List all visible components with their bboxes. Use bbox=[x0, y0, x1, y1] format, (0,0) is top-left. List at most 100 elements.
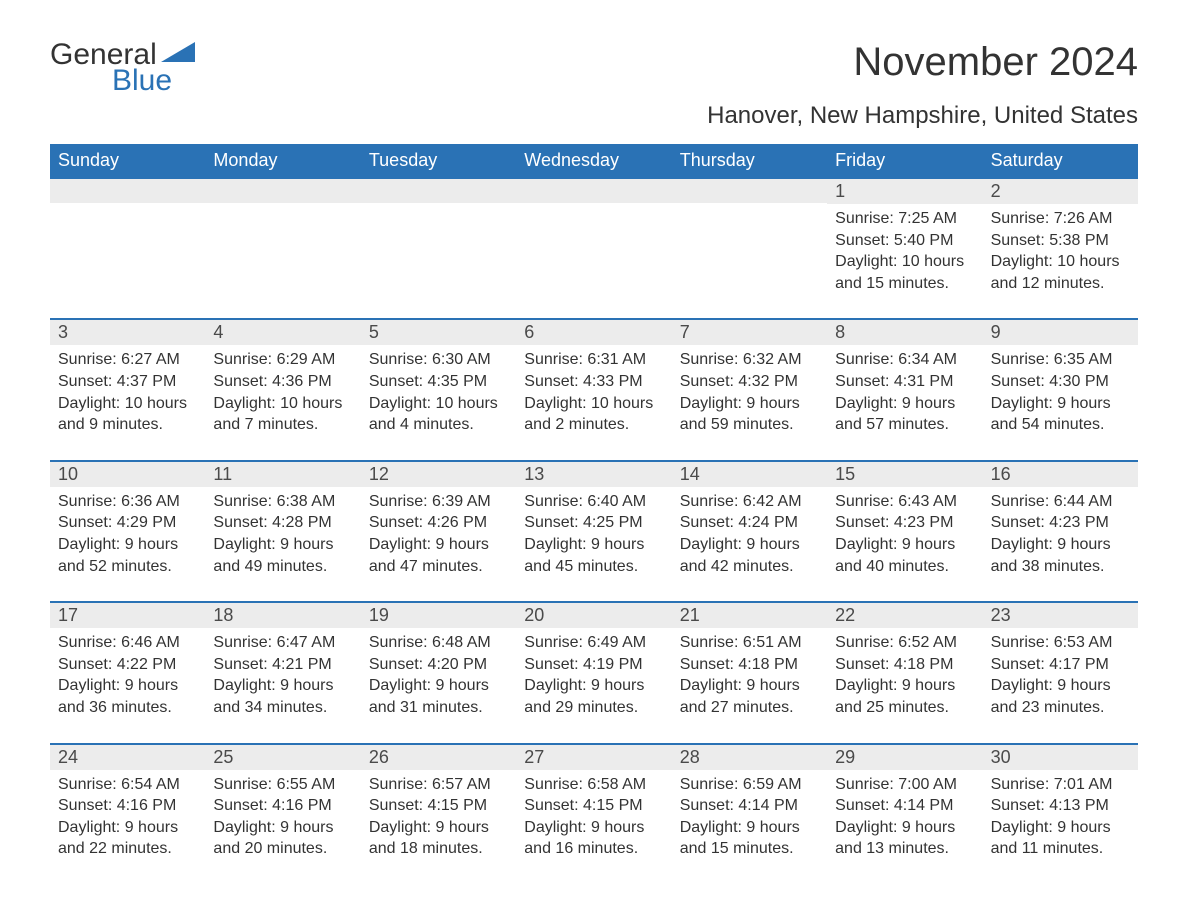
day-cell: 19Sunrise: 6:48 AMSunset: 4:20 PMDayligh… bbox=[361, 603, 516, 724]
sunset-line: Sunset: 4:15 PM bbox=[524, 795, 663, 817]
daylight-line: Daylight: 10 hours and 15 minutes. bbox=[835, 251, 974, 294]
day-number: 30 bbox=[983, 745, 1138, 770]
sunset-line: Sunset: 4:35 PM bbox=[369, 371, 508, 393]
daylight-line: Daylight: 10 hours and 12 minutes. bbox=[991, 251, 1130, 294]
sunset-line: Sunset: 4:37 PM bbox=[58, 371, 197, 393]
sunset-line: Sunset: 5:38 PM bbox=[991, 230, 1130, 252]
day-of-week-header: SundayMondayTuesdayWednesdayThursdayFrid… bbox=[50, 144, 1138, 179]
day-number: 24 bbox=[50, 745, 205, 770]
day-cell: 18Sunrise: 6:47 AMSunset: 4:21 PMDayligh… bbox=[205, 603, 360, 724]
day-number: 26 bbox=[361, 745, 516, 770]
day-cell: 21Sunrise: 6:51 AMSunset: 4:18 PMDayligh… bbox=[672, 603, 827, 724]
sunset-line: Sunset: 4:16 PM bbox=[213, 795, 352, 817]
sunrise-line: Sunrise: 6:49 AM bbox=[524, 632, 663, 654]
daylight-line: Daylight: 9 hours and 45 minutes. bbox=[524, 534, 663, 577]
sunset-line: Sunset: 4:19 PM bbox=[524, 654, 663, 676]
logo-word2: Blue bbox=[112, 66, 195, 96]
day-cell: 4Sunrise: 6:29 AMSunset: 4:36 PMDaylight… bbox=[205, 320, 360, 441]
location-subtitle: Hanover, New Hampshire, United States bbox=[50, 102, 1138, 130]
day-cell: 17Sunrise: 6:46 AMSunset: 4:22 PMDayligh… bbox=[50, 603, 205, 724]
sunrise-line: Sunrise: 6:51 AM bbox=[680, 632, 819, 654]
sunset-line: Sunset: 4:25 PM bbox=[524, 512, 663, 534]
sunset-line: Sunset: 4:33 PM bbox=[524, 371, 663, 393]
logo-flag-icon bbox=[161, 42, 195, 64]
sunrise-line: Sunrise: 6:44 AM bbox=[991, 491, 1130, 513]
sunset-line: Sunset: 4:13 PM bbox=[991, 795, 1130, 817]
daylight-line: Daylight: 9 hours and 38 minutes. bbox=[991, 534, 1130, 577]
day-number: 21 bbox=[672, 603, 827, 628]
sunset-line: Sunset: 4:28 PM bbox=[213, 512, 352, 534]
day-cell bbox=[361, 179, 516, 300]
day-number: 27 bbox=[516, 745, 671, 770]
day-number: 4 bbox=[205, 320, 360, 345]
day-cell: 8Sunrise: 6:34 AMSunset: 4:31 PMDaylight… bbox=[827, 320, 982, 441]
day-cell: 30Sunrise: 7:01 AMSunset: 4:13 PMDayligh… bbox=[983, 745, 1138, 866]
daylight-line: Daylight: 9 hours and 34 minutes. bbox=[213, 675, 352, 718]
sunrise-line: Sunrise: 6:58 AM bbox=[524, 774, 663, 796]
sunrise-line: Sunrise: 6:39 AM bbox=[369, 491, 508, 513]
day-number: 18 bbox=[205, 603, 360, 628]
dow-cell: Thursday bbox=[672, 144, 827, 179]
day-cell: 1Sunrise: 7:25 AMSunset: 5:40 PMDaylight… bbox=[827, 179, 982, 300]
sunset-line: Sunset: 4:17 PM bbox=[991, 654, 1130, 676]
day-cell: 10Sunrise: 6:36 AMSunset: 4:29 PMDayligh… bbox=[50, 462, 205, 583]
day-number: 13 bbox=[516, 462, 671, 487]
daylight-line: Daylight: 9 hours and 18 minutes. bbox=[369, 817, 508, 860]
day-number: 28 bbox=[672, 745, 827, 770]
sunset-line: Sunset: 4:31 PM bbox=[835, 371, 974, 393]
daylight-line: Daylight: 10 hours and 7 minutes. bbox=[213, 393, 352, 436]
day-number: 9 bbox=[983, 320, 1138, 345]
dow-cell: Saturday bbox=[983, 144, 1138, 179]
day-cell: 27 Sunrise: 6:58 AMSunset: 4:15 PMDayligh… bbox=[516, 745, 671, 866]
sunrise-line: Sunrise: 6:36 AM bbox=[58, 491, 197, 513]
dow-cell: Friday bbox=[827, 144, 982, 179]
daylight-line: Daylight: 9 hours and 25 minutes. bbox=[835, 675, 974, 718]
header: General Blue November 2024 bbox=[50, 40, 1138, 96]
day-cell: 13Sunrise: 6:40 AMSunset: 4:25 PMDayligh… bbox=[516, 462, 671, 583]
daylight-line: Daylight: 9 hours and 49 minutes. bbox=[213, 534, 352, 577]
sunrise-line: Sunrise: 7:26 AM bbox=[991, 208, 1130, 230]
sunset-line: Sunset: 4:18 PM bbox=[680, 654, 819, 676]
daylight-line: Daylight: 9 hours and 52 minutes. bbox=[58, 534, 197, 577]
day-number: 7 bbox=[672, 320, 827, 345]
day-cell: 28Sunrise: 6:59 AMSunset: 4:14 PMDayligh… bbox=[672, 745, 827, 866]
sunrise-line: Sunrise: 6:35 AM bbox=[991, 349, 1130, 371]
day-number bbox=[205, 179, 360, 203]
sunrise-line: Sunrise: 6:52 AM bbox=[835, 632, 974, 654]
daylight-line: Daylight: 9 hours and 47 minutes. bbox=[369, 534, 508, 577]
daylight-line: Daylight: 9 hours and 42 minutes. bbox=[680, 534, 819, 577]
daylight-line: Daylight: 9 hours and 22 minutes. bbox=[58, 817, 197, 860]
sunset-line: Sunset: 4:26 PM bbox=[369, 512, 508, 534]
day-number: 23 bbox=[983, 603, 1138, 628]
day-number: 12 bbox=[361, 462, 516, 487]
day-cell: 25Sunrise: 6:55 AMSunset: 4:16 PMDayligh… bbox=[205, 745, 360, 866]
sunrise-line: Sunrise: 6:29 AM bbox=[213, 349, 352, 371]
daylight-line: Daylight: 9 hours and 54 minutes. bbox=[991, 393, 1130, 436]
sunset-line: Sunset: 4:15 PM bbox=[369, 795, 508, 817]
day-number: 10 bbox=[50, 462, 205, 487]
sunset-line: Sunset: 4:20 PM bbox=[369, 654, 508, 676]
daylight-line: Daylight: 9 hours and 40 minutes. bbox=[835, 534, 974, 577]
sunset-line: Sunset: 4:14 PM bbox=[835, 795, 974, 817]
day-cell: 16Sunrise: 6:44 AMSunset: 4:23 PMDayligh… bbox=[983, 462, 1138, 583]
daylight-line: Daylight: 9 hours and 11 minutes. bbox=[991, 817, 1130, 860]
day-number bbox=[50, 179, 205, 203]
day-cell: 23Sunrise: 6:53 AMSunset: 4:17 PMDayligh… bbox=[983, 603, 1138, 724]
calendar: SundayMondayTuesdayWednesdayThursdayFrid… bbox=[50, 144, 1138, 866]
daylight-line: Daylight: 9 hours and 16 minutes. bbox=[524, 817, 663, 860]
day-cell: 6Sunrise: 6:31 AMSunset: 4:33 PMDaylight… bbox=[516, 320, 671, 441]
day-number: 20 bbox=[516, 603, 671, 628]
day-number bbox=[672, 179, 827, 203]
sunset-line: Sunset: 4:18 PM bbox=[835, 654, 974, 676]
day-cell: 20Sunrise: 6:49 AMSunset: 4:19 PMDayligh… bbox=[516, 603, 671, 724]
day-cell: 11Sunrise: 6:38 AMSunset: 4:28 PMDayligh… bbox=[205, 462, 360, 583]
day-number: 6 bbox=[516, 320, 671, 345]
week-row: 10Sunrise: 6:36 AMSunset: 4:29 PMDayligh… bbox=[50, 460, 1138, 583]
week-row: 17Sunrise: 6:46 AMSunset: 4:22 PMDayligh… bbox=[50, 601, 1138, 724]
day-cell: 24Sunrise: 6:54 AMSunset: 4:16 PMDayligh… bbox=[50, 745, 205, 866]
daylight-line: Daylight: 9 hours and 59 minutes. bbox=[680, 393, 819, 436]
daylight-line: Daylight: 9 hours and 20 minutes. bbox=[213, 817, 352, 860]
sunset-line: Sunset: 5:40 PM bbox=[835, 230, 974, 252]
sunrise-line: Sunrise: 6:43 AM bbox=[835, 491, 974, 513]
sunrise-line: Sunrise: 6:59 AM bbox=[680, 774, 819, 796]
